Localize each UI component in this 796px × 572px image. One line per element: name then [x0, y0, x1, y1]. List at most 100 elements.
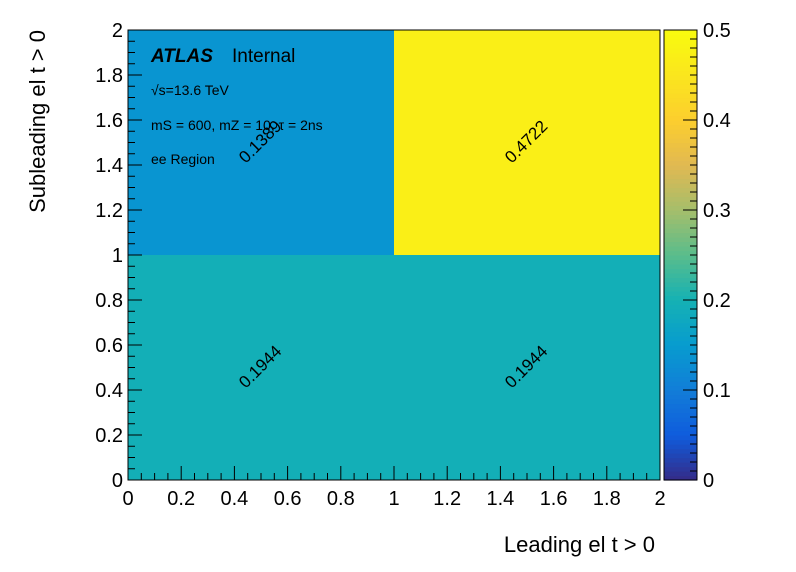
colorbar-segment: [664, 421, 697, 427]
z-tick-label: 0.4: [703, 110, 731, 132]
colorbar-segment: [664, 120, 697, 126]
colorbar-segment: [664, 165, 697, 171]
colorbar-segment: [664, 133, 697, 139]
colorbar-segment: [664, 223, 697, 229]
colorbar-segment: [664, 367, 697, 373]
colorbar-segment: [664, 232, 697, 238]
colorbar-segment: [664, 156, 697, 162]
colorbar-segment: [664, 309, 697, 315]
colorbar-segment: [664, 399, 697, 405]
y-tick-label: 1: [112, 245, 123, 267]
colorbar-segment: [664, 327, 697, 333]
x-tick-label: 0: [122, 488, 133, 510]
colorbar-segment: [664, 336, 697, 342]
colorbar-segment: [664, 183, 697, 189]
heatmap-cells: [128, 30, 660, 480]
colorbar-segment: [664, 340, 697, 346]
x-tick-label: 1: [388, 488, 399, 510]
colorbar-segment: [664, 291, 697, 297]
colorbar-segment: [664, 241, 697, 247]
colorbar-segment: [664, 277, 697, 283]
colorbar-segment: [664, 174, 697, 180]
y-tick-label: 1.6: [95, 110, 123, 132]
y-tick-label: 0: [112, 470, 123, 492]
colorbar-segment: [664, 408, 697, 414]
colorbar-segment: [664, 138, 697, 144]
x-axis: 0 0.2 0.4 0.6 0.8 1 1.2 1.4 1.6 1.8 2: [122, 466, 666, 510]
colorbar-segment: [664, 453, 697, 459]
colorbar-segment: [664, 106, 697, 112]
x-tick-label: 0.6: [274, 488, 302, 510]
colorbar-segment: [664, 52, 697, 58]
colorbar-segment: [664, 381, 697, 387]
colorbar-segment: [664, 57, 697, 63]
colorbar-segment: [664, 430, 697, 436]
colorbar-segment: [664, 151, 697, 157]
colorbar-segment: [664, 250, 697, 256]
colorbar-segment: [664, 84, 697, 90]
colorbar-segment: [664, 43, 697, 49]
colorbar-segment: [664, 210, 697, 216]
colorbar-segment: [664, 268, 697, 274]
colorbar-segment: [664, 462, 697, 468]
colorbar-segment: [664, 304, 697, 310]
colorbar-segment: [664, 345, 697, 351]
colorbar-segment: [664, 93, 697, 99]
colorbar-segment: [664, 273, 697, 279]
x-tick-label: 1.6: [540, 488, 568, 510]
y-tick-label: 1.4: [95, 155, 123, 177]
colorbar-segment: [664, 435, 697, 441]
z-tick-label: 0.2: [703, 290, 731, 312]
colorbar-segment: [664, 237, 697, 243]
colorbar-segment: [664, 39, 697, 45]
colorbar-segment: [664, 295, 697, 301]
colorbar: 0 0.1 0.2 0.3 0.4 0.5: [663, 20, 731, 492]
x-tick-label: 0.2: [167, 488, 195, 510]
z-tick-label: 0.5: [703, 20, 731, 42]
colorbar-segment: [664, 286, 697, 292]
y-axis-title: Subleading el t > 0: [25, 30, 50, 213]
colorbar-segment: [664, 30, 697, 36]
colorbar-segment: [664, 129, 697, 135]
colorbar-segment: [664, 282, 697, 288]
y-tick-label: 0.8: [95, 290, 123, 312]
colorbar-segment: [664, 102, 697, 108]
colorbar-segment: [664, 259, 697, 265]
colorbar-segment: [664, 471, 697, 477]
colorbar-segment: [664, 417, 697, 423]
colorbar-segment: [664, 246, 697, 252]
colorbar-segment: [664, 255, 697, 261]
colorbar-segment: [664, 349, 697, 355]
colorbar-segment: [664, 70, 697, 76]
colorbar-segment: [664, 124, 697, 130]
colorbar-segment: [664, 403, 697, 409]
colorbar-segment: [664, 97, 697, 103]
colorbar-segment: [664, 142, 697, 148]
colorbar-segment: [664, 214, 697, 220]
colorbar-segment: [664, 376, 697, 382]
colorbar-segment: [664, 444, 697, 450]
y-tick-label: 0.4: [95, 380, 123, 402]
colorbar-segment: [664, 322, 697, 328]
colorbar-segment: [664, 66, 697, 72]
y-tick-label: 2: [112, 20, 123, 42]
colorbar-segment: [664, 34, 697, 40]
x-tick-label: 2: [654, 488, 665, 510]
colorbar-segment: [664, 178, 697, 184]
x-axis-title: Leading el t > 0: [504, 532, 655, 557]
heatmap-cell: [394, 30, 660, 255]
colorbar-segment: [664, 426, 697, 432]
colorbar-segment: [664, 48, 697, 54]
heatmap-cell: [128, 255, 394, 480]
annotations: ATLAS Internal √s=13.6 TeV mS = 600, mZ …: [150, 46, 323, 167]
colorbar-segment: [664, 192, 697, 198]
colorbar-segment: [664, 313, 697, 319]
x-tick-label: 1.4: [486, 488, 514, 510]
colorbar-segment: [664, 75, 697, 81]
z-tick-label: 0: [703, 470, 714, 492]
region-label: ee Region: [151, 151, 215, 167]
y-tick-label: 1.2: [95, 200, 123, 222]
y-axis: 0 0.2 0.4 0.6 0.8 1 1.2 1.4 1.6 1.8 2: [95, 20, 142, 492]
colorbar-segment: [664, 79, 697, 85]
